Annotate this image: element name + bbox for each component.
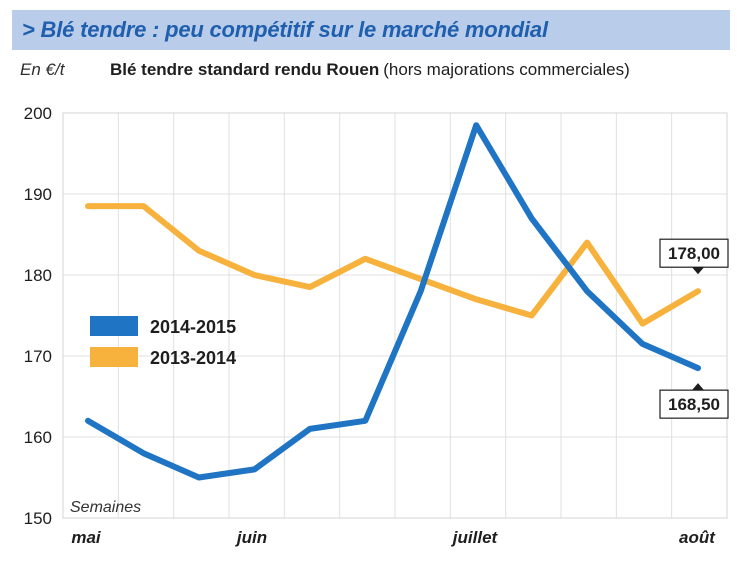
callout-box	[659, 238, 729, 268]
chart-subtitle-main: Blé tendre standard rendu Rouen	[110, 60, 380, 79]
callout-pointer	[692, 267, 704, 275]
y-tick-label: 180	[24, 266, 52, 285]
callout-label: 178,00	[668, 244, 720, 263]
y-tick-label: 150	[24, 509, 52, 528]
x-axis-label: Semaines	[70, 499, 141, 516]
legend-label: 2014-2015	[150, 317, 236, 337]
callout-pointer	[692, 383, 704, 391]
chart-subtitle-note: (hors majorations commerciales)	[383, 60, 630, 79]
y-tick-label: 170	[24, 347, 52, 366]
y-tick-label: 190	[24, 185, 52, 204]
x-month-label: mai	[71, 528, 102, 547]
legend-swatch-2013-2014	[90, 347, 138, 367]
series-line-2014-2015	[85, 122, 701, 481]
chart-subtitle: Blé tendre standard rendu Rouen (hors maj…	[110, 60, 630, 80]
x-month-label: juillet	[451, 528, 499, 547]
x-month-label: août	[679, 528, 716, 547]
x-month-label: juin	[235, 528, 267, 547]
y-tick-label: 160	[24, 428, 52, 447]
header-banner: > Blé tendre : peu compétitif sur le mar…	[12, 10, 730, 50]
legend-swatch-2014-2015	[90, 316, 138, 336]
legend-label: 2013-2014	[150, 348, 236, 368]
callout-box	[659, 389, 729, 419]
plot-frame	[62, 112, 728, 519]
y-tick-label: 200	[24, 104, 52, 123]
series-line-2013-2014	[85, 203, 701, 327]
callout-label: 168,50	[668, 395, 720, 414]
y-unit-label: En €/t	[20, 60, 65, 79]
page-title: > Blé tendre : peu compétitif sur le mar…	[22, 17, 548, 42]
